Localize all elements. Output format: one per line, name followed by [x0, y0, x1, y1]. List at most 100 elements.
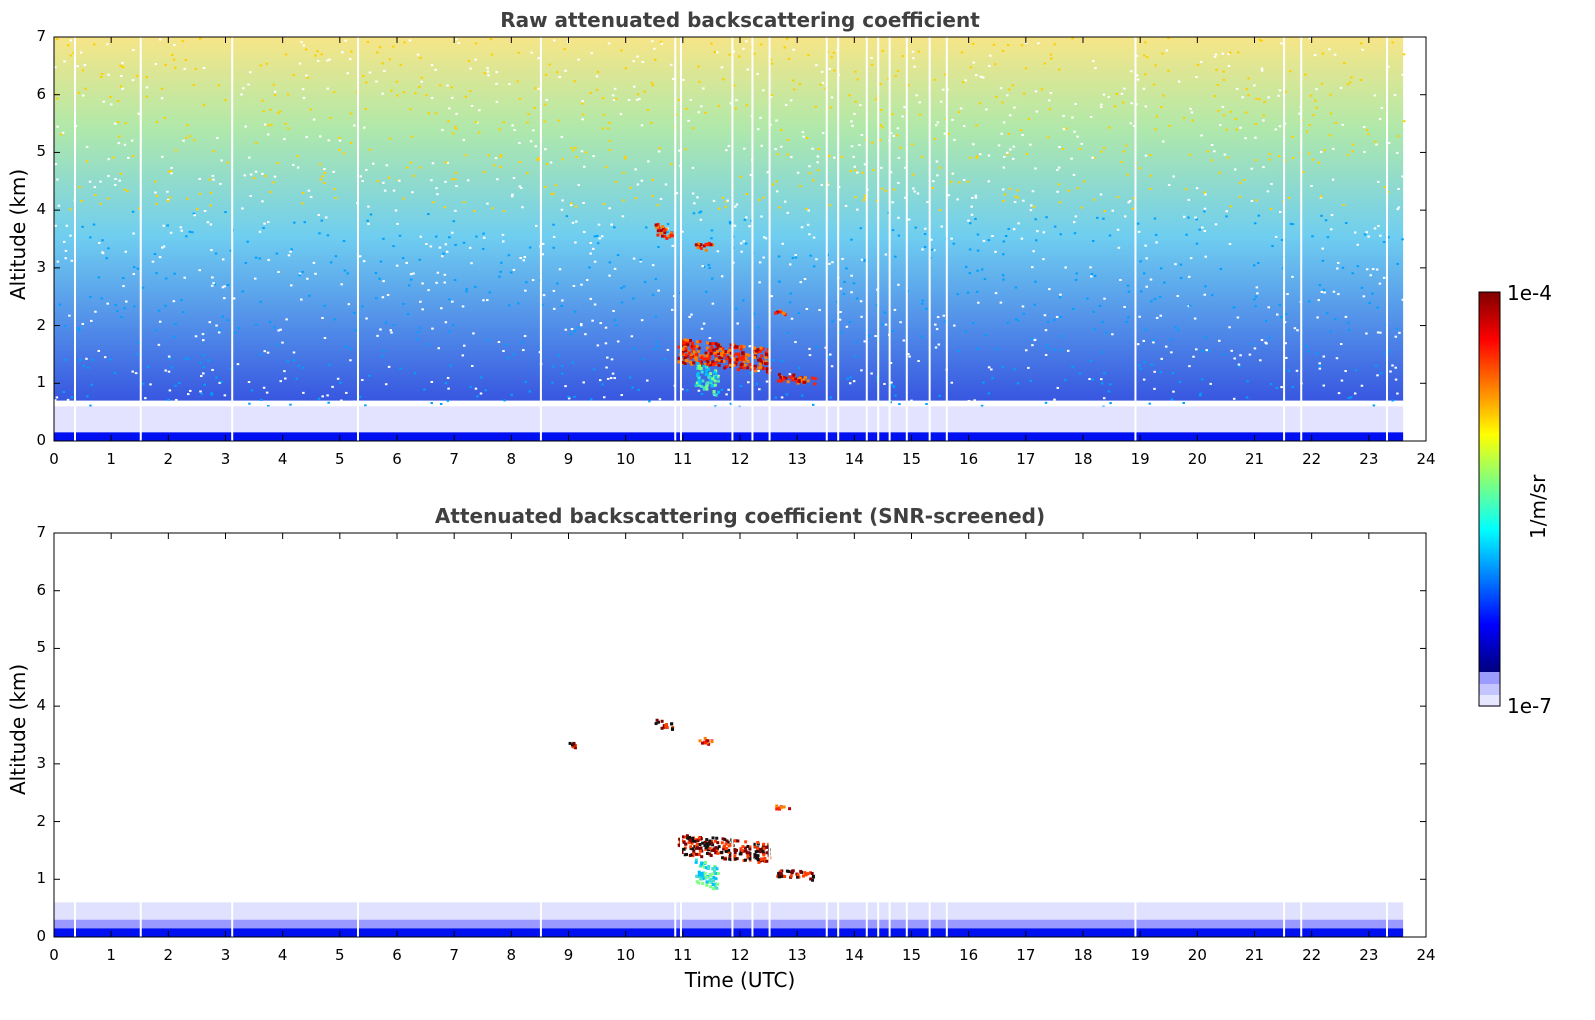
feature-3 [776, 373, 818, 386]
x-tick-label: 12 [730, 450, 750, 468]
top-heatmap-panel [53, 36, 1427, 442]
x-tick-label: 1 [106, 946, 116, 964]
tick-marks [53, 36, 1427, 442]
x-tick-label: 12 [730, 946, 750, 964]
x-tick-label: 3 [220, 946, 231, 964]
y-tick-label: 0 [36, 431, 46, 449]
feature-4 [694, 361, 721, 397]
colorbar-low-band-1 [1479, 684, 1500, 696]
near-surface-band [54, 902, 1404, 920]
feature-5 [694, 858, 720, 891]
x-tick-label: 5 [335, 946, 345, 964]
x-tick-label: 24 [1416, 450, 1436, 468]
y-tick-label: 2 [36, 315, 46, 334]
feature-1 [694, 241, 715, 252]
x-tick-label: 17 [1016, 946, 1036, 964]
x-tick-label: 13 [787, 450, 807, 468]
bottom-heatmap-panel [53, 532, 1427, 938]
y-tick-label: 1 [36, 373, 46, 392]
x-tick-label: 15 [901, 946, 922, 964]
x-tick-label: 5 [335, 450, 345, 468]
feature-6 [775, 804, 792, 811]
x-tick-label: 4 [277, 450, 288, 468]
x-tick-label: 18 [1073, 450, 1093, 468]
x-tick-label: 1 [106, 450, 116, 468]
y-tick-label: 5 [36, 142, 46, 161]
x-tick-label: 8 [506, 450, 517, 468]
y-tick-label: 6 [36, 84, 46, 103]
x-tick-label: 23 [1359, 946, 1379, 964]
y-tick-label: 6 [36, 580, 46, 599]
x-tick-label: 10 [616, 946, 636, 964]
y-tick-label: 4 [36, 696, 46, 715]
x-tick-label: 16 [959, 946, 979, 964]
x-tick-label: 19 [1130, 946, 1150, 964]
x-tick-label: 21 [1244, 946, 1265, 964]
colorbar-low-band-2 [1479, 695, 1500, 707]
x-tick-label: 24 [1416, 946, 1436, 964]
colorbar-frame [1478, 291, 1501, 707]
surface-layer [54, 432, 1404, 441]
x-tick-label: 20 [1187, 450, 1207, 468]
y-tick-label: 2 [36, 811, 46, 830]
y-tick-label: 3 [36, 257, 46, 276]
y-tick-label: 3 [36, 753, 46, 772]
x-tick-label: 6 [392, 450, 402, 468]
x-tick-label: 2 [163, 450, 174, 468]
x-tick-label: 22 [1302, 450, 1322, 468]
x-tick-label: 11 [673, 946, 693, 964]
x-tick-label: 13 [787, 946, 807, 964]
x-tick-label: 9 [563, 946, 574, 964]
tick-marks [53, 532, 1427, 938]
x-tick-label: 2 [163, 946, 174, 964]
surface-layer [54, 928, 1404, 937]
x-tick-label: 22 [1302, 946, 1322, 964]
near-surface-band-mid [54, 919, 1404, 929]
background-signal [54, 37, 1404, 401]
x-tick-label: 14 [844, 946, 864, 964]
x-tick-label: 10 [616, 450, 636, 468]
data-gaps [74, 37, 1388, 441]
x-axis-label: Time (UTC) [684, 968, 796, 992]
y-tick-label: 7 [36, 523, 46, 541]
y-tick-label: 7 [36, 27, 46, 45]
colorbar [1478, 291, 1501, 707]
x-tick-label: 3 [220, 450, 231, 468]
x-tick-label: 17 [1016, 450, 1036, 468]
x-tick-label: 8 [506, 946, 517, 964]
bottom-chart-title: Attenuated backscattering coefficient (S… [434, 504, 1046, 528]
feature-1 [698, 736, 714, 746]
y-tick-label: 5 [36, 638, 46, 657]
x-tick-label: 0 [49, 450, 59, 468]
x-tick-label: 20 [1187, 946, 1207, 964]
colorbar-min-label: 1e-7 [1507, 694, 1552, 718]
x-tick-label: 21 [1244, 450, 1265, 468]
x-tick-label: 18 [1073, 946, 1093, 964]
x-tick-label: 0 [49, 946, 59, 964]
x-tick-label: 23 [1359, 450, 1379, 468]
feature-5 [774, 309, 787, 317]
y-tick-label: 1 [36, 869, 46, 888]
feature-2 [568, 741, 578, 750]
x-tick-label: 4 [277, 946, 288, 964]
x-tick-label: 16 [959, 450, 979, 468]
y-tick-label: 0 [36, 927, 46, 945]
y-tick-label: 4 [36, 200, 46, 219]
top-chart-title: Raw attenuated backscattering coefficien… [500, 8, 980, 32]
feature-0 [654, 718, 675, 731]
x-tick-label: 14 [844, 450, 864, 468]
x-tick-label: 19 [1130, 450, 1150, 468]
x-tick-label: 15 [901, 450, 922, 468]
colorbar-gradient [1479, 292, 1500, 672]
feature-0 [654, 222, 674, 240]
colorbar-max-label: 1e-4 [1507, 281, 1552, 305]
x-tick-label: 6 [392, 946, 402, 964]
feature-2 [677, 338, 772, 375]
data-gaps [74, 533, 1388, 937]
colorbar-low-band-0 [1479, 672, 1500, 684]
feature-4 [776, 869, 815, 882]
x-tick-label: 11 [673, 450, 693, 468]
plot-area [54, 533, 1426, 937]
near-surface-band [54, 406, 1404, 433]
